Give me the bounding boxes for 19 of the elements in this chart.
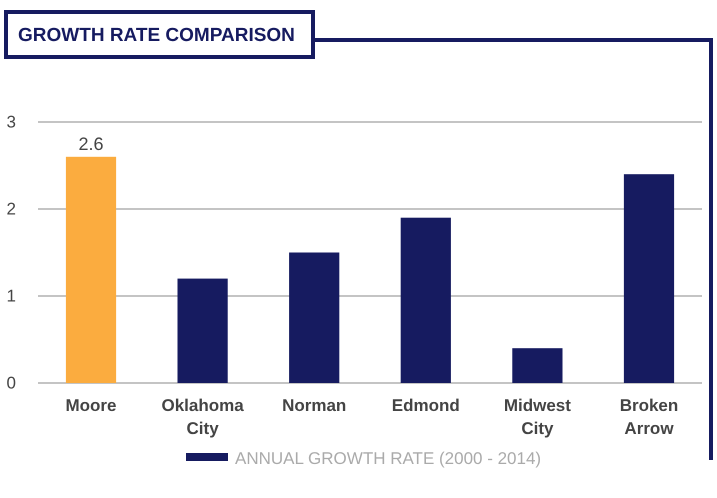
y-tick-label: 1 [6, 286, 16, 306]
bar [289, 252, 340, 383]
bar [66, 156, 116, 383]
chart-title: GROWTH RATE COMPARISON [18, 25, 295, 46]
x-tick-label: Edmond [392, 396, 460, 415]
x-tick-label: Midwest City [504, 396, 572, 438]
y-tick-label: 0 [6, 373, 16, 392]
x-tick-label: Moore [66, 396, 117, 415]
bar [177, 278, 228, 383]
bar [624, 174, 674, 383]
x-tick-label: Norman [282, 396, 346, 415]
legend-label: ANNUAL GROWTH RATE (2000 - 2014) [235, 449, 542, 468]
bar [512, 348, 563, 383]
x-tick-label: Broken Arrow [620, 396, 678, 438]
x-tick-label: Oklahoma City [162, 396, 244, 438]
data-label: 2.6 [78, 134, 104, 154]
y-tick-label: 3 [6, 112, 16, 132]
y-tick-label: 2 [6, 199, 16, 218]
bar [400, 218, 451, 383]
